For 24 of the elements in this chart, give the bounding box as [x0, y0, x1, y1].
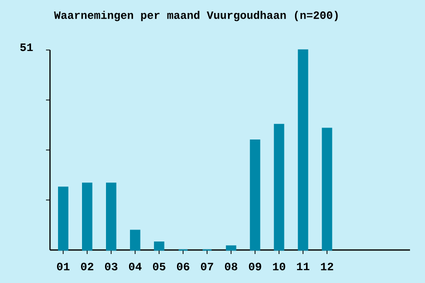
bar	[82, 182, 92, 251]
x-tick-label: 02	[81, 262, 94, 270]
x-tick-label: 12	[320, 262, 334, 270]
x-tick-label: 01	[57, 262, 70, 270]
bar	[274, 124, 284, 251]
x-tick-label: 03	[105, 262, 118, 270]
bar	[130, 230, 140, 251]
x-tick-label: 04	[128, 262, 142, 270]
bar	[298, 49, 308, 251]
x-tick-label: 11	[297, 262, 310, 270]
bar	[250, 140, 260, 251]
x-tick-label: 08	[224, 262, 238, 270]
x-tick-label: 07	[200, 262, 214, 270]
bar	[58, 186, 68, 251]
x-tick-label: 06	[176, 262, 190, 270]
x-tick-label: 09	[248, 262, 262, 270]
bar	[226, 245, 236, 251]
x-tick-label: 10	[273, 262, 286, 270]
bar	[322, 128, 332, 251]
bar	[106, 182, 116, 251]
chart-title: Waarnemingen per maand Vuurgoudhaan (n=200)	[54, 10, 338, 22]
x-tick-label: 05	[152, 262, 166, 270]
bar	[154, 241, 164, 251]
y-tick-label: 51	[20, 44, 33, 52]
